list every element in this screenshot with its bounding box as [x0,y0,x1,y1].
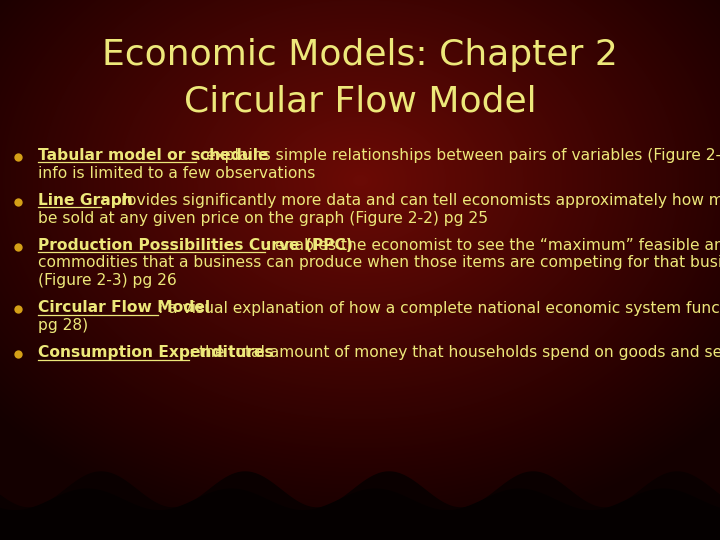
Text: : enables the economist to see the “maximum” feasible amounts of two commodities: : enables the economist to see the “maxi… [265,238,720,253]
Text: Tabular model or schedule: Tabular model or schedule [38,148,269,163]
Text: Circular Flow Model: Circular Flow Model [184,84,536,118]
Text: : provides significantly more data and can tell economists approximately how muc: : provides significantly more data and c… [101,193,720,208]
Text: : the total amount of money that households spend on goods and services: : the total amount of money that househo… [189,346,720,361]
Text: pg 28): pg 28) [38,318,88,333]
Text: info is limited to a few observations: info is limited to a few observations [38,165,315,180]
Text: Consumption Expenditures: Consumption Expenditures [38,346,274,361]
Text: be sold at any given price on the graph (Figure 2-2) pg 25: be sold at any given price on the graph … [38,211,488,226]
Text: commodities that a business can produce when those items are competing for that : commodities that a business can produce … [38,255,720,271]
Text: Line Graph: Line Graph [38,193,133,208]
Text: Production Possibilities Curve (PPC): Production Possibilities Curve (PPC) [38,238,353,253]
Text: Circular Flow Model: Circular Flow Model [38,300,210,315]
Text: : explains simple relationships between pairs of variables (Figure 2-1) pg 25. T: : explains simple relationships between … [196,148,720,163]
Text: Economic Models: Chapter 2: Economic Models: Chapter 2 [102,38,618,72]
Text: : a visual explanation of how a complete national economic system functions. (Fi: : a visual explanation of how a complete… [158,300,720,315]
Text: (Figure 2-3) pg 26: (Figure 2-3) pg 26 [38,273,176,288]
